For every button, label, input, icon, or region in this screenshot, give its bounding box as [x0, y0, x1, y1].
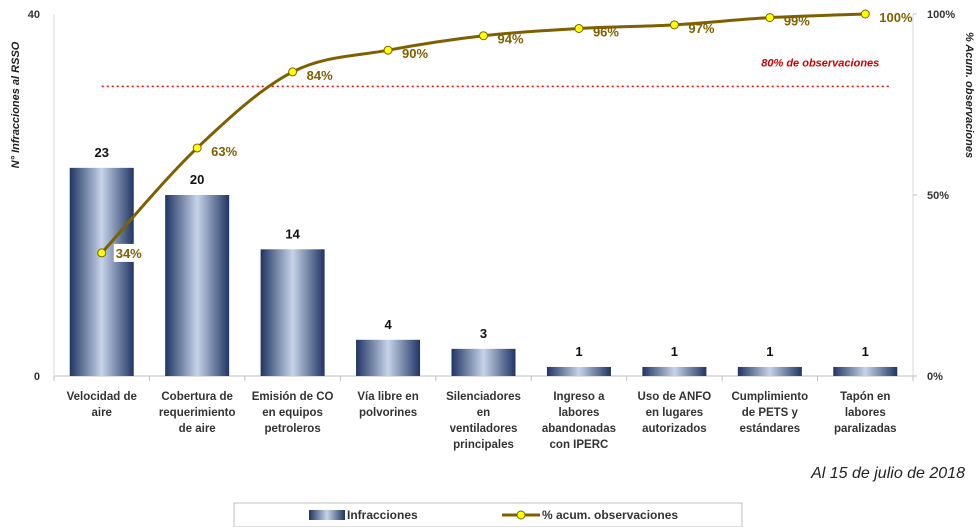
- x-axis-ticks: [53, 376, 914, 381]
- category-label-line: Vía libre en: [357, 391, 418, 403]
- category-label-line: ventiladores: [450, 423, 518, 435]
- category-label-line: con IPERC: [550, 439, 609, 451]
- right-tick-label: 0%: [927, 371, 943, 383]
- bar: [546, 366, 611, 376]
- category-label-line: principales: [453, 439, 514, 451]
- category-label: Cobertura de requerimiento de aire: [159, 391, 236, 435]
- category-label-line: autorizados: [642, 423, 707, 435]
- bar-value-label: 20: [190, 172, 204, 187]
- cumulative-label: 96%: [593, 24, 619, 39]
- bar-value-label: 14: [285, 226, 300, 241]
- cumulative-label: 99%: [784, 14, 810, 29]
- right-tick-label: 50%: [927, 190, 949, 202]
- cumulative-points: [97, 9, 870, 258]
- right-axis-ticks: 0% 50% 100%: [913, 9, 955, 383]
- bar: [833, 366, 898, 376]
- legend: Infracciones % acum. observaciones: [233, 502, 743, 527]
- category-label-line: paralizadas: [834, 423, 897, 435]
- legend-swatch-marker: [516, 510, 526, 520]
- category-label: Vía libre en polvorines: [357, 391, 418, 419]
- bar-value-label: 3: [480, 326, 487, 341]
- category-label-line: de PETS y: [742, 407, 799, 419]
- cumulative-label: 63%: [211, 144, 237, 159]
- category-label: Cumplimiento de PETS y estándares: [731, 391, 808, 435]
- right-tick-label: 100%: [927, 9, 955, 21]
- bar: [69, 167, 134, 376]
- category-label: Emisión de CO en equipos petroleros: [252, 391, 334, 435]
- category-label-line: labores: [845, 407, 886, 419]
- cumulative-point: [860, 9, 870, 19]
- category-label: Tapón en labores paralizadas: [834, 391, 897, 435]
- cumulative-label-bg: [113, 243, 150, 262]
- left-axis-ticks: 0 40: [28, 9, 40, 383]
- left-tick-label: 0: [34, 371, 40, 383]
- category-label-line: en: [477, 407, 490, 419]
- bar: [260, 249, 325, 376]
- category-label-line: estándares: [739, 423, 800, 435]
- cumulative-point: [574, 23, 584, 33]
- cumulative-point: [288, 67, 298, 77]
- category-label-line: Tapón en: [840, 391, 890, 403]
- category-label-line: aire: [91, 407, 111, 419]
- right-axis-title: % Acum. observaciones: [963, 32, 975, 158]
- cumulative-label: 97%: [688, 21, 714, 36]
- category-label-line: abandonadas: [542, 423, 616, 435]
- category-label-line: en lugares: [646, 407, 704, 419]
- category-label: Velocidad de aire: [67, 391, 137, 419]
- bar: [737, 366, 802, 376]
- left-axis-title: N° Infracciones al RSSO: [10, 41, 22, 168]
- bar-value-label: 4: [384, 317, 392, 332]
- legend-swatch-infracciones: [309, 510, 345, 520]
- bar-value-label: 1: [766, 344, 773, 359]
- cumulative-label: 94%: [498, 32, 524, 47]
- cumulative-labels: 34% 63% 84% 90% 94% 96% 97% 99% 100%: [113, 10, 913, 262]
- bar-value-label: 1: [575, 344, 582, 359]
- category-label-line: Emisión de CO: [252, 391, 334, 403]
- cumulative-point: [97, 248, 107, 258]
- category-label-line: labores: [558, 407, 599, 419]
- cumulative-point: [765, 13, 775, 23]
- category-labels: Velocidad de aire Cobertura de requerimient…: [67, 391, 897, 451]
- cumulative-label: 100%: [879, 10, 913, 25]
- bar: [642, 366, 707, 376]
- category-label: Uso de ANFO en lugares autorizados: [638, 391, 712, 435]
- cumulative-label: 84%: [307, 68, 333, 83]
- legend-label-acumulado: % acum. observaciones: [542, 508, 678, 522]
- cumulative-point: [383, 45, 393, 55]
- bar-value-label: 23: [94, 145, 108, 160]
- bar-value-label: 1: [671, 344, 678, 359]
- cumulative-label: 34%: [116, 246, 142, 261]
- category-label-line: Uso de ANFO: [638, 391, 712, 403]
- reference-line-label: 80% de observaciones: [761, 57, 879, 69]
- category-label-line: en equipos: [262, 407, 323, 419]
- bar: [356, 339, 421, 376]
- category-label-line: Silenciadores: [446, 391, 521, 403]
- legend-label-infracciones: Infracciones: [347, 508, 418, 522]
- category-label: Ingreso a labores abandonadas con IPERC: [542, 391, 616, 451]
- left-tick-label: 40: [28, 9, 40, 21]
- bar-series: [69, 167, 898, 376]
- cumulative-line: [100, 12, 866, 254]
- category-label-line: Cumplimiento: [731, 391, 808, 403]
- cumulative-point: [479, 31, 488, 41]
- category-label-line: requerimiento: [159, 407, 236, 419]
- bar-value-labels: 23 20 14 4 3 1 1 1 1: [94, 145, 868, 359]
- category-label-line: Cobertura de: [161, 391, 233, 403]
- category-label-line: Velocidad de: [67, 391, 137, 403]
- cumulative-point: [669, 20, 679, 30]
- bar-value-label: 1: [862, 344, 869, 359]
- category-label-line: Ingreso a: [553, 391, 605, 403]
- category-label-line: petroleros: [264, 423, 320, 435]
- category-label-line: de aire: [179, 423, 216, 435]
- cumulative-label: 90%: [402, 46, 428, 61]
- bar: [165, 195, 230, 376]
- category-label-line: polvorines: [359, 407, 417, 419]
- cumulative-point: [192, 143, 202, 153]
- bar: [451, 348, 516, 376]
- category-label: Silenciadores en ventiladores principales: [446, 391, 521, 451]
- date-subtitle: Al 15 de julio de 2018: [810, 465, 965, 482]
